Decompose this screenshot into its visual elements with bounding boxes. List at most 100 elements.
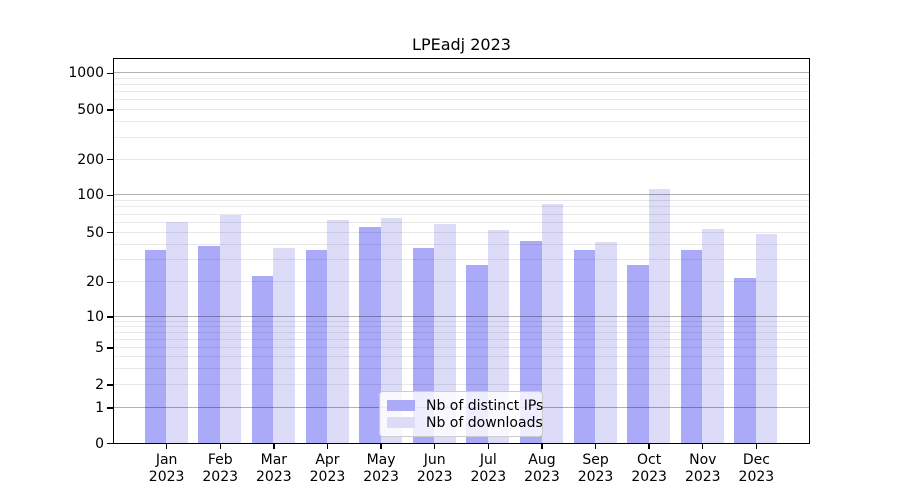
y-tick-label-1: 1 bbox=[95, 400, 104, 416]
legend-item-distinct-ips: Nb of distinct IPs bbox=[387, 397, 543, 414]
bar-downloads-aug bbox=[541, 203, 564, 443]
x-tick-label-feb: Feb 2023 bbox=[202, 452, 239, 485]
y-tick-1 bbox=[107, 407, 113, 409]
minor-gridline-900 bbox=[114, 77, 809, 79]
major-gridline-10 bbox=[114, 316, 809, 318]
bar-downloads-jun bbox=[434, 223, 456, 443]
y-tick-label-5: 5 bbox=[95, 340, 104, 356]
bar-downloads-sep bbox=[595, 241, 617, 443]
chart-title: LPEadj 2023 bbox=[412, 35, 511, 54]
minor-gridline-400 bbox=[114, 121, 809, 123]
bar-downloads-nov bbox=[702, 229, 724, 443]
minor-gridline-700 bbox=[114, 91, 809, 93]
x-tick-label-sep: Sep 2023 bbox=[577, 452, 614, 485]
legend-label-distinct-ips: Nb of distinct IPs bbox=[426, 397, 544, 414]
bar-downloads-mar bbox=[273, 248, 295, 443]
x-tick-oct bbox=[648, 443, 650, 449]
minor-gridline-800 bbox=[114, 84, 809, 86]
bar-distinct-ips-may bbox=[359, 226, 381, 443]
y-tick-label-200: 200 bbox=[77, 151, 104, 168]
minor-gridline-200 bbox=[114, 158, 809, 160]
minor-gridline-300 bbox=[114, 136, 809, 138]
plot-area bbox=[113, 58, 810, 444]
minor-gridline-500 bbox=[114, 109, 809, 111]
bar-downloads-feb bbox=[219, 215, 242, 443]
bar-downloads-jul bbox=[487, 230, 510, 443]
minor-gridline-60 bbox=[114, 221, 809, 223]
bar-distinct-ips-oct bbox=[627, 265, 649, 443]
bar-downloads-jan bbox=[166, 222, 188, 443]
minor-gridline-9 bbox=[114, 320, 809, 322]
y-tick-20 bbox=[107, 281, 113, 283]
minor-gridline-4 bbox=[114, 356, 809, 358]
x-tick-sep bbox=[594, 443, 597, 449]
minor-gridline-6 bbox=[114, 338, 809, 340]
minor-gridline-600 bbox=[114, 99, 809, 101]
minor-gridline-30 bbox=[114, 259, 809, 261]
minor-gridline-20 bbox=[114, 281, 809, 283]
y-tick-label-1000: 1000 bbox=[68, 65, 104, 82]
bar-distinct-ips-feb bbox=[198, 245, 220, 443]
x-tick-label-apr: Apr 2023 bbox=[309, 452, 346, 485]
y-tick-10 bbox=[107, 316, 113, 318]
bar-distinct-ips-nov bbox=[680, 249, 703, 443]
y-tick-label-20: 20 bbox=[86, 274, 104, 291]
minor-gridline-90 bbox=[114, 200, 809, 202]
minor-gridline-3 bbox=[114, 367, 809, 369]
minor-gridline-7 bbox=[114, 332, 809, 334]
x-tick-label-aug: Aug 2023 bbox=[524, 452, 560, 485]
x-tick-mar bbox=[273, 443, 275, 449]
bar-distinct-ips-apr bbox=[305, 249, 328, 443]
x-tick-label-jan: Jan 2023 bbox=[148, 452, 185, 485]
y-tick-label-10: 10 bbox=[86, 309, 104, 325]
minor-gridline-40 bbox=[114, 243, 809, 245]
y-tick-1000 bbox=[107, 72, 113, 74]
y-tick-label-0: 0 bbox=[95, 435, 104, 452]
minor-gridline-5 bbox=[114, 347, 809, 349]
legend-label-downloads: Nb of downloads bbox=[426, 414, 543, 431]
grid-layer bbox=[114, 59, 809, 443]
minor-gridline-8 bbox=[114, 326, 809, 328]
y-tick-label-500: 500 bbox=[77, 102, 104, 118]
y-tick-500 bbox=[107, 109, 113, 111]
x-tick-dec bbox=[755, 443, 758, 449]
y-tick-0 bbox=[107, 442, 113, 445]
legend-swatch-distinct-ips bbox=[387, 400, 415, 411]
legend-item-downloads: Nb of downloads bbox=[387, 414, 543, 431]
bar-distinct-ips-sep bbox=[573, 249, 596, 443]
bar-downloads-dec bbox=[755, 233, 778, 443]
x-tick-label-mar: Mar 2023 bbox=[256, 452, 292, 485]
x-tick-label-dec: Dec 2023 bbox=[738, 452, 775, 485]
bar-distinct-ips-mar bbox=[251, 275, 274, 443]
x-tick-may bbox=[380, 443, 382, 449]
y-tick-50 bbox=[107, 232, 113, 234]
x-tick-jul bbox=[487, 443, 489, 449]
legend: Nb of distinct IPs Nb of downloads bbox=[379, 391, 543, 437]
y-tick-5 bbox=[107, 347, 113, 349]
y-tick-200 bbox=[107, 159, 113, 161]
y-tick-label-2: 2 bbox=[95, 377, 104, 393]
bar-downloads-apr bbox=[327, 220, 349, 443]
bar-distinct-ips-jan bbox=[144, 249, 167, 443]
x-tick-label-jul: Jul 2023 bbox=[470, 452, 507, 485]
x-tick-label-nov: Nov 2023 bbox=[684, 452, 721, 485]
legend-swatch-downloads bbox=[387, 417, 415, 428]
major-gridline-100 bbox=[114, 194, 809, 196]
major-gridline-1000 bbox=[114, 72, 809, 74]
x-tick-jan bbox=[165, 443, 168, 449]
x-tick-label-oct: Oct 2023 bbox=[631, 452, 667, 485]
y-tick-label-100: 100 bbox=[77, 187, 104, 204]
y-tick-100 bbox=[107, 194, 113, 196]
minor-gridline-2 bbox=[114, 384, 809, 386]
minor-gridline-70 bbox=[114, 213, 809, 215]
x-tick-label-jun: Jun 2023 bbox=[416, 452, 453, 485]
minor-gridline-50 bbox=[114, 231, 809, 233]
x-tick-aug bbox=[541, 443, 543, 449]
x-tick-jun bbox=[433, 443, 436, 449]
minor-gridline-80 bbox=[114, 206, 809, 208]
bar-downloads-oct bbox=[648, 189, 671, 443]
x-tick-nov bbox=[702, 443, 704, 449]
bar-distinct-ips-dec bbox=[734, 278, 756, 443]
x-tick-feb bbox=[219, 443, 221, 449]
